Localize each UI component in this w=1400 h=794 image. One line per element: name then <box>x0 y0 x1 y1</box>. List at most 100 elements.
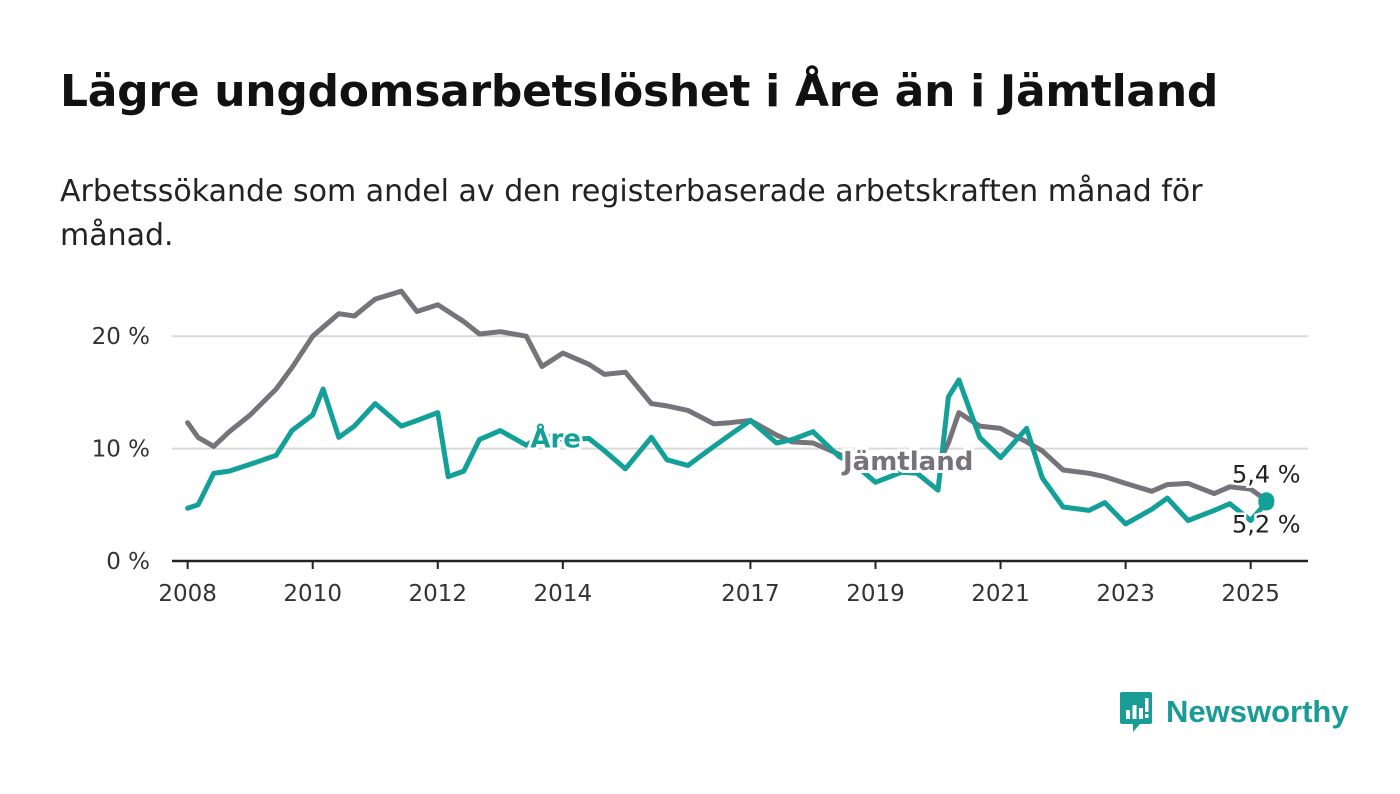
data-point <box>603 373 606 376</box>
data-point <box>499 330 502 333</box>
data-point <box>1186 519 1190 522</box>
data-point <box>248 413 252 417</box>
data-point <box>1124 482 1127 485</box>
line-chart: 0 % 10 % 20 % 2008 2010 2012 2014 2017 2019 2021 2… <box>92 288 1308 607</box>
data-point <box>1087 472 1091 475</box>
data-point <box>915 467 919 471</box>
y-tick-label: 0 % <box>106 549 150 575</box>
data-point <box>712 422 716 426</box>
data-point <box>353 424 356 428</box>
data-point <box>775 433 778 437</box>
data-point <box>1249 487 1252 491</box>
data-point <box>1213 492 1216 495</box>
data-point <box>999 427 1002 430</box>
data-point <box>978 436 981 439</box>
series-name-label: Jämtland <box>841 447 973 477</box>
data-point <box>248 463 252 466</box>
data-point <box>957 411 961 414</box>
data-point <box>275 387 278 391</box>
data-point <box>228 430 231 433</box>
data-point <box>650 436 653 439</box>
data-point <box>446 475 450 478</box>
x-tick-label: 2017 <box>721 581 780 607</box>
data-point <box>749 419 752 422</box>
data-point <box>900 467 903 471</box>
data-point <box>321 387 325 391</box>
data-point <box>400 290 403 293</box>
data-point <box>186 506 189 510</box>
data-point <box>499 429 502 432</box>
data-point <box>1166 496 1169 500</box>
data-point <box>874 481 877 484</box>
data-point <box>587 437 591 440</box>
data-point <box>374 297 377 301</box>
y-tick-label: 10 % <box>92 437 150 463</box>
data-point <box>196 503 200 506</box>
data-point <box>947 441 950 445</box>
chart-title: Lägre ungdomsarbetslöshet i Åre än i Jäm… <box>60 66 1219 117</box>
data-point <box>853 463 856 466</box>
data-point <box>290 429 294 432</box>
y-tick-label: 20 % <box>92 324 150 350</box>
data-point <box>947 395 950 399</box>
data-point <box>665 458 669 462</box>
data-point <box>728 433 731 437</box>
data-point <box>212 445 215 448</box>
data-point <box>212 472 215 475</box>
series-line <box>185 288 1269 503</box>
data-point <box>186 421 189 424</box>
data-point <box>462 469 466 473</box>
data-point <box>561 438 565 441</box>
data-point <box>1025 427 1028 430</box>
x-tick-label: 2008 <box>158 581 217 607</box>
data-point <box>1124 522 1127 526</box>
data-point <box>1041 476 1044 480</box>
data-point <box>337 436 340 439</box>
data-point <box>337 312 340 315</box>
data-point <box>1166 483 1169 486</box>
data-point <box>311 413 314 417</box>
x-tick-label: 2012 <box>408 581 467 607</box>
data-point <box>999 456 1002 459</box>
data-point <box>957 378 961 382</box>
data-point <box>811 430 815 433</box>
end-point <box>1258 494 1275 511</box>
data-point <box>525 444 528 447</box>
data-point <box>196 436 200 439</box>
data-point <box>624 467 627 471</box>
x-tick-label: 2014 <box>534 581 593 607</box>
data-point <box>540 433 544 437</box>
end-value-label: 5,4 % <box>1232 460 1301 488</box>
x-tick-label: 2019 <box>846 581 905 607</box>
data-point <box>415 419 419 422</box>
data-point <box>400 424 403 428</box>
data-point <box>1087 509 1091 512</box>
data-point <box>275 454 278 457</box>
data-point <box>1061 468 1065 472</box>
x-tick-label: 2021 <box>971 581 1030 607</box>
data-point <box>540 365 544 368</box>
data-point <box>1228 485 1232 489</box>
data-point <box>665 404 669 408</box>
x-tick-label: 2010 <box>283 581 342 607</box>
data-point <box>353 314 356 318</box>
data-point <box>775 441 778 445</box>
end-value-label: 5,2 % <box>1232 511 1301 539</box>
data-point <box>478 332 481 336</box>
data-point <box>686 464 690 467</box>
data-point <box>1041 449 1044 453</box>
data-point <box>561 351 565 355</box>
data-point <box>1249 519 1252 522</box>
data-point <box>712 445 716 448</box>
data-point <box>686 409 690 412</box>
data-point <box>290 366 294 369</box>
newsworthy-logo-icon <box>1120 692 1152 732</box>
data-point <box>1186 482 1190 485</box>
data-point <box>436 411 439 414</box>
x-tick-label: 2025 <box>1221 581 1280 607</box>
data-point <box>1213 509 1216 512</box>
series-name-label: Åre <box>530 422 581 454</box>
data-point <box>587 363 591 366</box>
data-point <box>311 335 314 338</box>
brand: Newsworthy <box>1118 690 1349 734</box>
